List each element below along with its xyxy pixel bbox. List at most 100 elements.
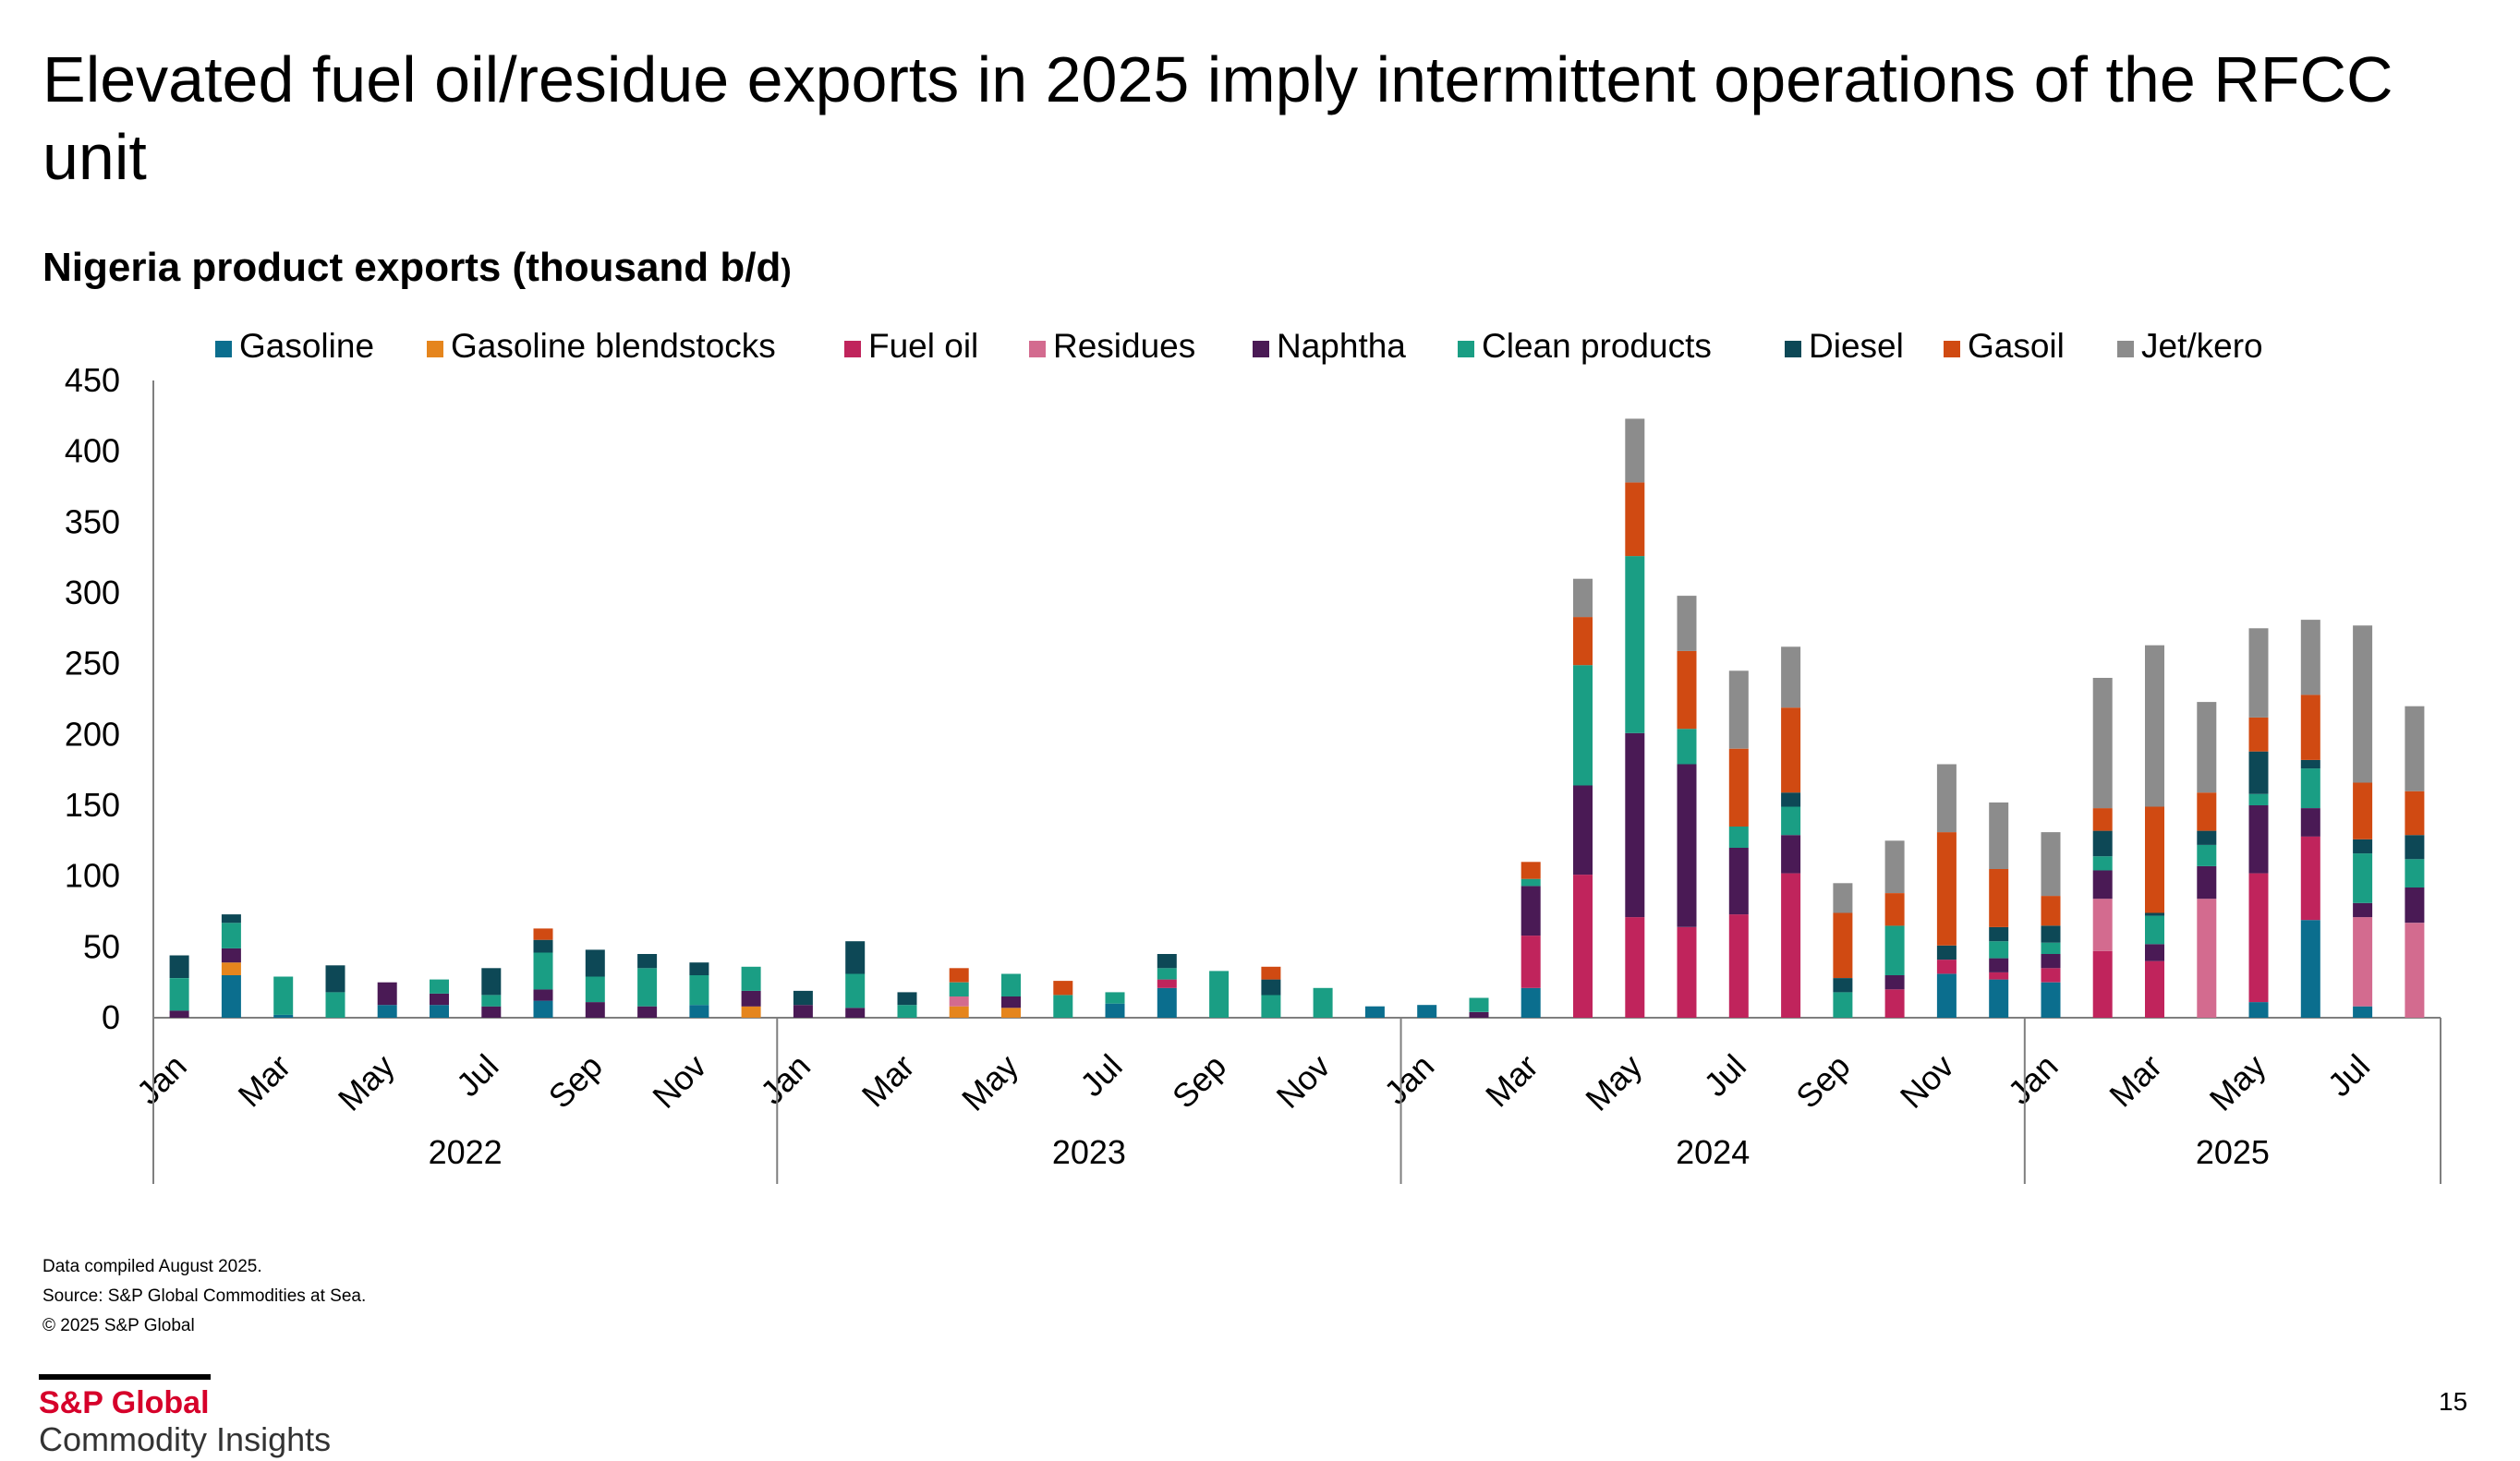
bar-segment-naphtha [1573,785,1593,875]
bar-segment-diesel [481,968,502,996]
bar-segment-gasoil [1989,869,2009,927]
x-month-label: Jul [2320,1047,2378,1105]
bar-segment-clean-products [1625,556,1645,733]
footnotes: Data compiled August 2025. Source: S&P G… [42,1252,366,1341]
y-tick-label: 150 [65,786,120,824]
bar-segment-gasoil [1053,981,1073,996]
bar-segment-fuel-oil [1884,989,1905,1018]
bar-segment-diesel [1936,945,1957,960]
bar-segment-fuel-oil [1781,873,1801,1018]
legend-swatch-clean-products [1458,341,1474,357]
bar-segment-clean-products [221,923,241,948]
legend-label-gasoil: Gasoil [1968,327,2065,365]
bar-segment-jet-kero [2300,620,2320,695]
bar-segment-diesel [845,941,866,974]
bar-segment-gasoil [1677,650,1697,730]
bar-segment-gasoline [533,1000,553,1018]
bar-segment-naphtha [2353,902,2373,918]
y-tick-label: 300 [65,574,120,611]
legend-label-residues: Residues [1053,327,1195,365]
bar-segment-clean-products [1884,925,1905,975]
bar-segment-naphtha [1781,835,1801,874]
legend-label-clean-products: Clean products [1482,327,1712,365]
bar-segment-diesel [533,939,553,953]
bar-segment-jet-kero [2405,706,2425,791]
bar-segment-gasoil [1781,707,1801,793]
brand-name: S&P Global [39,1385,210,1420]
bar-segment-clean-products [1833,992,1853,1018]
bar-segment-jet-kero [1989,802,2009,869]
bar-segment-fuel-oil [1677,926,1697,1018]
bar-segment-jet-kero [2197,702,2217,793]
x-month-label: Jan [1376,1047,1441,1112]
chart-bars [169,418,2425,1018]
bar-segment-diesel [221,914,241,924]
bar-segment-naphtha [481,1006,502,1018]
bar-segment-gasoline [273,1014,294,1018]
bar-segment-clean-products [1989,941,2009,959]
legend-swatch-residues [1029,341,1046,357]
bar-segment-fuel-oil [2041,968,2061,983]
bar-segment-diesel [2353,839,2373,854]
x-month-label: Mar [231,1047,298,1115]
bar-segment-gasoline [430,1005,449,1018]
chart-legend: Gasoline Gasoline blendstocks Fuel oil Resi… [215,327,2263,365]
legend-swatch-gasoline [215,341,232,357]
bar-segment-clean-products [1209,971,1230,1018]
bar-segment-gasoline [1417,1005,1437,1018]
y-tick-label: 450 [65,361,120,399]
chart-title-text: Nigeria product exports (thousand b/d [42,245,781,290]
bar-segment-gasoline-blendstocks [1001,1008,1021,1018]
bar-segment-diesel [897,992,917,1006]
bar-segment-clean-products [2145,915,2164,945]
bar-segment-gasoil [1833,912,1853,978]
bar-segment-gasoil [1261,966,1281,980]
x-month-label: Jul [449,1047,506,1105]
bar-segment-naphtha [585,1002,605,1018]
x-month-label: Jul [1696,1047,1753,1105]
bar-segment-naphtha [533,989,553,1001]
bar-segment-fuel-oil [1728,914,1749,1018]
bar-segment-clean-products [689,975,709,1006]
bar-segment-naphtha [1001,996,1021,1008]
bar-segment-gasoline [377,1005,397,1018]
bar-segment-clean-products [845,973,866,1008]
bar-segment-gasoline [1936,973,1957,1018]
bar-segment-gasoline [2248,1002,2269,1018]
bar-segment-jet-kero [2145,645,2164,807]
x-month-label: Sep [1788,1047,1857,1116]
bar-segment-diesel [793,990,813,1006]
bar-segment-jet-kero [1781,646,1801,708]
x-month-label: Jul [1072,1047,1130,1105]
bar-segment-fuel-oil [1573,875,1593,1018]
bar-segment-diesel [2197,830,2217,845]
bar-segment-clean-products [430,979,449,994]
bar-segment-gasoil [2300,694,2320,760]
bar-segment-naphtha [637,1006,658,1018]
bar-segment-gasoil [1573,617,1593,666]
bar-segment-gasoil [2145,806,2164,913]
bar-segment-diesel [1833,978,1853,993]
bar-segment-gasoil [1625,482,1645,557]
bar-segment-gasoline [689,1005,709,1018]
bar-segment-gasoline-blendstocks [949,1006,969,1018]
bar-segment-fuel-oil [2145,960,2164,1018]
bar-segment-residues [2197,899,2217,1018]
chart-title-suffix: ) [781,253,792,288]
bar-segment-clean-products [1728,827,1749,848]
legend-swatch-gasoline-blendstocks [427,341,443,357]
bar-segment-fuel-oil [2092,950,2113,1018]
bar-segment-clean-products [1573,665,1593,786]
bar-segment-jet-kero [2353,625,2373,783]
bar-segment-gasoline [2041,982,2061,1018]
bar-segment-clean-products [2353,853,2373,903]
bar-segment-naphtha [1989,958,2009,972]
bar-segment-naphtha [793,1005,813,1018]
y-tick-label: 350 [65,502,120,540]
bar-segment-clean-products [637,968,658,1007]
bar-segment-naphtha [1625,732,1645,918]
bar-segment-gasoline [1105,1003,1125,1018]
x-month-label: Mar [854,1047,922,1115]
y-tick-label: 200 [65,715,120,753]
bar-segment-gasoline-blendstocks [221,962,241,975]
